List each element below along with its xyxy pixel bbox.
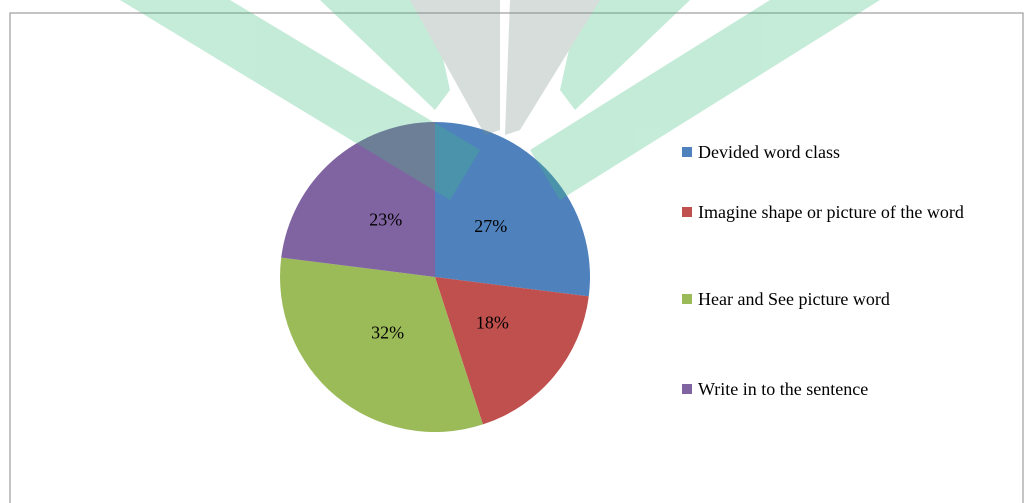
data-label: 32% bbox=[371, 322, 404, 342]
legend-item: Devided word class bbox=[682, 138, 1012, 166]
legend-item: Imagine shape or picture of the word bbox=[682, 198, 1012, 226]
data-label: 23% bbox=[369, 209, 402, 229]
pie-slice bbox=[281, 122, 435, 277]
data-label: 27% bbox=[474, 216, 507, 236]
watermark bbox=[120, 0, 880, 200]
pie-slice bbox=[435, 277, 589, 425]
legend-label: Imagine shape or picture of the word bbox=[698, 202, 964, 222]
pie: 27% 18% 32% 23% bbox=[280, 122, 590, 433]
legend-item: Write in to the sentence bbox=[682, 375, 1012, 403]
legend-label: Devided word class bbox=[698, 142, 840, 162]
pie-slice bbox=[280, 257, 483, 433]
legend-item: Hear and See picture word bbox=[682, 285, 1012, 313]
legend-swatch bbox=[682, 207, 692, 217]
pie-slice bbox=[435, 122, 590, 297]
legend-swatch bbox=[682, 294, 692, 304]
legend-swatch bbox=[682, 147, 692, 157]
legend-swatch bbox=[682, 384, 692, 394]
legend-label: Hear and See picture word bbox=[698, 289, 890, 309]
legend-label: Write in to the sentence bbox=[698, 379, 869, 399]
chart-frame bbox=[9, 12, 1024, 503]
data-label: 18% bbox=[476, 313, 509, 333]
